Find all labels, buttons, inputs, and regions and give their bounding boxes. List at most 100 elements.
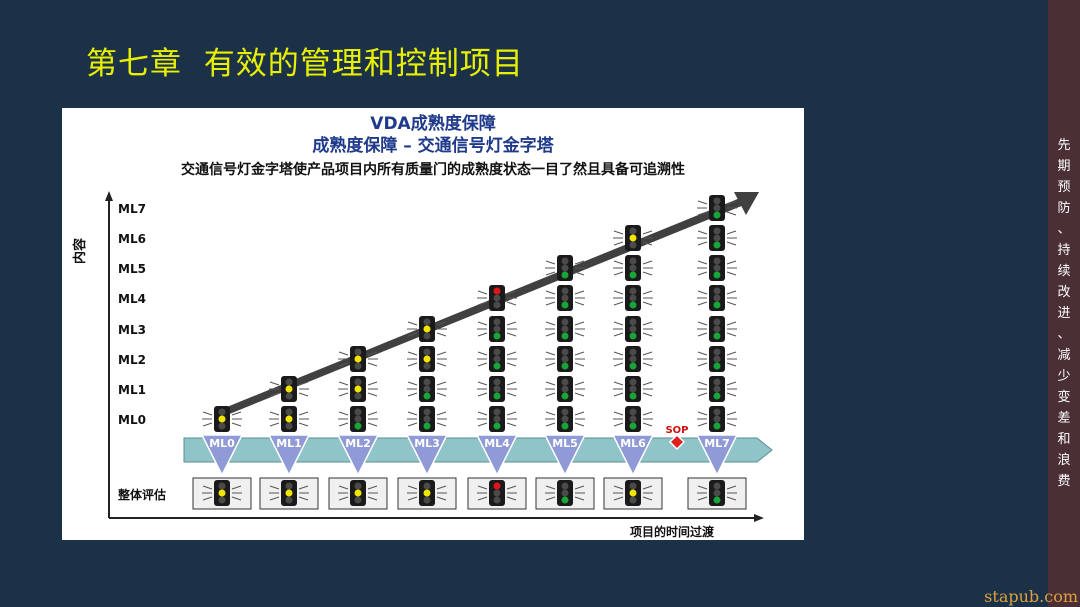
- light-top-lamp: [713, 257, 721, 265]
- figure-subtitle: 交通信号灯金字塔使产品项目内所有质量门的成熟度状态一目了然且具备可追溯性: [181, 161, 685, 178]
- light-side-marks: [697, 411, 737, 427]
- overall-light-yellow: [613, 480, 653, 506]
- light-side-marks: [407, 351, 447, 367]
- light-top-lamp: [629, 348, 637, 356]
- light-top-lamp: [629, 227, 637, 235]
- traffic-light-green: [407, 406, 447, 432]
- light-bottom-lamp: [713, 211, 721, 219]
- traffic-light-green: [545, 406, 585, 432]
- light-bottom-lamp: [713, 392, 721, 400]
- light-top-lamp: [423, 348, 431, 356]
- light-side-marks: [697, 260, 737, 276]
- figure-title-line2: 成熟度保障 – 交通信号灯金字塔: [312, 135, 554, 156]
- light-bottom-lamp: [493, 301, 501, 309]
- light-side-marks: [545, 260, 585, 276]
- light-middle-lamp: [713, 385, 721, 393]
- light-side-marks: [613, 290, 653, 306]
- milestone-marker: [336, 434, 380, 477]
- light-bottom-lamp: [423, 392, 431, 400]
- light-bottom-lamp: [629, 362, 637, 370]
- overall-light-yellow: [338, 480, 378, 506]
- traffic-light-green: [697, 195, 737, 221]
- light-side-marks: [613, 411, 653, 427]
- light-middle-lamp: [629, 385, 637, 393]
- traffic-light-green: [477, 316, 517, 342]
- traffic-light-green: [697, 285, 737, 311]
- light-top-lamp: [561, 482, 569, 490]
- light-middle-lamp: [629, 415, 637, 423]
- light-middle-lamp: [354, 489, 362, 497]
- light-bottom-lamp: [285, 392, 293, 400]
- slide-title: 第七章 有效的管理和控制项目: [86, 46, 524, 82]
- pyramid-diagram: VDA成熟度保障 成熟度保障 – 交通信号灯金字塔 交通信号灯金字塔使产品项目内…: [72, 113, 773, 539]
- light-side-marks: [477, 290, 517, 306]
- light-middle-lamp: [561, 489, 569, 497]
- light-side-marks: [697, 230, 737, 246]
- light-top-lamp: [493, 318, 501, 326]
- traffic-light-green: [613, 285, 653, 311]
- light-middle-lamp: [423, 355, 431, 363]
- light-side-marks: [338, 411, 378, 427]
- light-bottom-lamp: [561, 392, 569, 400]
- traffic-light-pyramid-figure: VDA成熟度保障 成熟度保障 – 交通信号灯金字塔 交通信号灯金字塔使产品项目内…: [62, 108, 804, 540]
- light-middle-lamp: [629, 234, 637, 242]
- light-middle-lamp: [218, 489, 226, 497]
- light-side-marks: [697, 321, 737, 337]
- sidebar-char: 防: [1057, 201, 1071, 216]
- light-top-lamp: [713, 378, 721, 386]
- traffic-light-green: [613, 376, 653, 402]
- sidebar-char: 、: [1057, 327, 1071, 342]
- light-top-lamp: [713, 482, 721, 490]
- traffic-light-yellow: [407, 346, 447, 372]
- light-bottom-lamp: [354, 392, 362, 400]
- light-side-marks: [407, 485, 447, 501]
- pyramid-dynamic-layer: ML0 ML1 ML2 ML3 ML4 ML5 ML6 ML7 ML0 ML1 ML2 ML3 ML4 M…: [105, 191, 773, 522]
- light-bottom-lamp: [629, 332, 637, 340]
- light-side-marks: [338, 381, 378, 397]
- light-side-marks: [545, 485, 585, 501]
- sidebar-char: 费: [1057, 474, 1071, 489]
- light-top-lamp: [561, 287, 569, 295]
- light-top-lamp: [285, 482, 293, 490]
- light-top-lamp: [713, 408, 721, 416]
- light-middle-lamp: [561, 264, 569, 272]
- light-middle-lamp: [561, 385, 569, 393]
- sidebar-char: 先: [1057, 138, 1071, 153]
- traffic-light-green: [697, 406, 737, 432]
- light-middle-lamp: [629, 355, 637, 363]
- level-label-ml0: ML0: [118, 413, 146, 427]
- light-top-lamp: [354, 482, 362, 490]
- traffic-light-green: [613, 346, 653, 372]
- light-bottom-lamp: [713, 496, 721, 504]
- light-middle-lamp: [354, 415, 362, 423]
- light-top-lamp: [713, 227, 721, 235]
- level-label-ml3: ML3: [118, 323, 146, 337]
- light-middle-lamp: [713, 415, 721, 423]
- overall-assessment-label: 整体评估: [117, 487, 166, 502]
- light-middle-lamp: [713, 234, 721, 242]
- traffic-light-green: [697, 376, 737, 402]
- level-label-ml6: ML6: [118, 232, 146, 246]
- light-top-lamp: [629, 408, 637, 416]
- traffic-light-green: [477, 406, 517, 432]
- light-bottom-lamp: [561, 362, 569, 370]
- light-side-marks: [697, 351, 737, 367]
- trend-arrow-head: [734, 192, 759, 215]
- milestone-marker: [405, 434, 449, 477]
- light-middle-lamp: [285, 415, 293, 423]
- light-bottom-lamp: [423, 496, 431, 504]
- light-side-marks: [697, 381, 737, 397]
- light-middle-lamp: [423, 415, 431, 423]
- light-bottom-lamp: [493, 422, 501, 430]
- light-top-lamp: [285, 408, 293, 416]
- light-middle-lamp: [561, 294, 569, 302]
- light-middle-lamp: [629, 264, 637, 272]
- x-axis-arrowhead: [754, 514, 764, 522]
- light-side-marks: [697, 290, 737, 306]
- sidebar-char: 减: [1057, 348, 1071, 363]
- traffic-light-green: [407, 376, 447, 402]
- overall-light-yellow: [202, 480, 242, 506]
- traffic-light-green: [613, 255, 653, 281]
- light-bottom-lamp: [561, 271, 569, 279]
- light-middle-lamp: [713, 294, 721, 302]
